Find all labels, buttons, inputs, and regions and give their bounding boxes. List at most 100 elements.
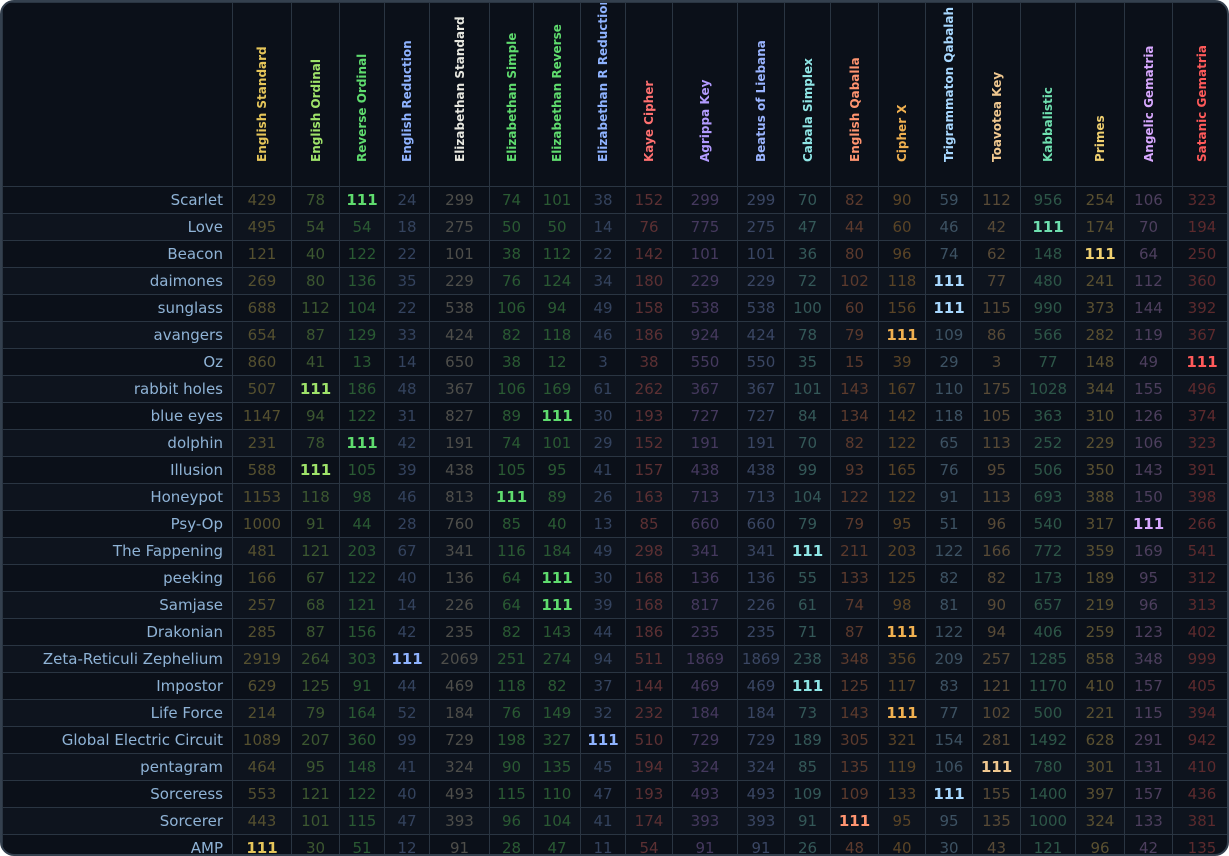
cipher-value-cell[interactable]: 15 — [830, 348, 879, 376]
cipher-value-cell[interactable]: 1285 — [1020, 645, 1076, 673]
cipher-value-cell[interactable]: 760 — [429, 510, 490, 538]
cipher-value-cell[interactable]: 392 — [1172, 294, 1227, 322]
cipher-value-cell[interactable]: 148 — [339, 753, 385, 781]
cipher-value-cell[interactable]: 32 — [580, 699, 626, 727]
cipher-value-cell[interactable]: 64 — [489, 591, 534, 619]
cipher-value-cell[interactable]: 118 — [291, 483, 340, 511]
cipher-value-cell[interactable]: 469 — [737, 672, 785, 700]
cipher-value-cell[interactable]: 817 — [672, 591, 738, 619]
cipher-value-cell[interactable]: 54 — [339, 213, 385, 241]
cipher-value-cell[interactable]: 301 — [1075, 753, 1125, 781]
cipher-value-cell[interactable]: 541 — [1172, 537, 1227, 565]
cipher-value-cell[interactable]: 84 — [784, 402, 831, 430]
cipher-value-cell[interactable]: 1000 — [232, 510, 292, 538]
cipher-value-cell[interactable]: 38 — [625, 348, 673, 376]
cipher-value-cell[interactable]: 111 — [533, 402, 581, 430]
cipher-value-cell[interactable]: 64 — [1124, 240, 1173, 268]
cipher-value-cell[interactable]: 113 — [972, 429, 1021, 457]
cipher-value-cell[interactable]: 226 — [429, 591, 490, 619]
table-row[interactable]: sunglass 688 112 104 22 538 106 94 49 158 538 538 10… — [2, 294, 1227, 322]
cipher-value-cell[interactable]: 1153 — [232, 483, 292, 511]
cipher-value-cell[interactable]: 493 — [672, 780, 738, 808]
cipher-value-cell[interactable]: 40 — [384, 564, 430, 592]
cipher-value-cell[interactable]: 96 — [1124, 591, 1173, 619]
cipher-value-cell[interactable]: 203 — [339, 537, 385, 565]
cipher-value-cell[interactable]: 775 — [672, 213, 738, 241]
cipher-value-cell[interactable]: 94 — [580, 645, 626, 673]
cipher-value-cell[interactable]: 191 — [737, 429, 785, 457]
cipher-value-cell[interactable]: 115 — [339, 807, 385, 835]
cipher-value-cell[interactable]: 106 — [1124, 186, 1173, 214]
cipher-value-cell[interactable]: 47 — [580, 780, 626, 808]
column-header[interactable]: Cabala Simplex — [784, 2, 831, 187]
cipher-value-cell[interactable]: 367 — [672, 375, 738, 403]
cipher-value-cell[interactable]: 813 — [429, 483, 490, 511]
cipher-value-cell[interactable]: 410 — [1172, 753, 1227, 781]
cipher-value-cell[interactable]: 26 — [580, 483, 626, 511]
cipher-value-cell[interactable]: 713 — [737, 483, 785, 511]
cipher-value-cell[interactable]: 163 — [625, 483, 673, 511]
cipher-value-cell[interactable]: 12 — [384, 834, 430, 854]
cipher-value-cell[interactable]: 73 — [784, 699, 831, 727]
cipher-value-cell[interactable]: 100 — [784, 294, 831, 322]
cipher-value-cell[interactable]: 14 — [384, 591, 430, 619]
cipher-value-cell[interactable]: 109 — [830, 780, 879, 808]
cipher-value-cell[interactable]: 44 — [580, 618, 626, 646]
cipher-value-cell[interactable]: 111 — [878, 618, 926, 646]
cipher-value-cell[interactable]: 95 — [1124, 564, 1173, 592]
cipher-value-cell[interactable]: 363 — [1020, 402, 1076, 430]
cipher-value-cell[interactable]: 78 — [291, 429, 340, 457]
table-row[interactable]: Psy-Op 1000 91 44 28 760 85 40 13 85 660 660 79 79 95 5… — [2, 510, 1227, 538]
cipher-value-cell[interactable]: 54 — [625, 834, 673, 854]
cipher-value-cell[interactable]: 91 — [672, 834, 738, 854]
cipher-value-cell[interactable]: 207 — [291, 726, 340, 754]
cipher-value-cell[interactable]: 660 — [672, 510, 738, 538]
cipher-value-cell[interactable]: 111 — [925, 267, 973, 295]
cipher-value-cell[interactable]: 191 — [672, 429, 738, 457]
cipher-value-cell[interactable]: 30 — [580, 564, 626, 592]
cipher-value-cell[interactable]: 22 — [384, 294, 430, 322]
cipher-value-cell[interactable]: 79 — [830, 510, 879, 538]
cipher-value-cell[interactable]: 143 — [830, 375, 879, 403]
cipher-value-cell[interactable]: 105 — [339, 456, 385, 484]
cipher-value-cell[interactable]: 82 — [830, 186, 879, 214]
cipher-value-cell[interactable]: 566 — [1020, 321, 1076, 349]
table-row[interactable]: Impostor 629 125 91 44 469 118 82 37 144 469 469 111… — [2, 672, 1227, 700]
cipher-value-cell[interactable]: 126 — [1124, 402, 1173, 430]
cipher-value-cell[interactable]: 266 — [1172, 510, 1227, 538]
cipher-value-cell[interactable]: 116 — [489, 537, 534, 565]
column-header[interactable]: Elizabethan Simple — [489, 2, 534, 187]
cipher-value-cell[interactable]: 106 — [925, 753, 973, 781]
cipher-value-cell[interactable]: 102 — [830, 267, 879, 295]
cipher-value-cell[interactable]: 269 — [232, 267, 292, 295]
cipher-value-cell[interactable]: 135 — [533, 753, 581, 781]
cipher-value-cell[interactable]: 45 — [580, 753, 626, 781]
cipher-value-cell[interactable]: 193 — [625, 780, 673, 808]
cipher-value-cell[interactable]: 772 — [1020, 537, 1076, 565]
cipher-value-cell[interactable]: 493 — [737, 780, 785, 808]
cipher-value-cell[interactable]: 121 — [232, 240, 292, 268]
cipher-value-cell[interactable]: 285 — [232, 618, 292, 646]
cipher-value-cell[interactable]: 189 — [784, 726, 831, 754]
cipher-value-cell[interactable]: 74 — [925, 240, 973, 268]
table-row[interactable]: daimones 269 80 136 35 229 76 124 34 180 229 229 72 1… — [2, 267, 1227, 295]
table-row[interactable]: Sorcerer 443 101 115 47 393 96 104 41 174 393 393 91… — [2, 807, 1227, 835]
column-header[interactable]: English Qaballa — [830, 2, 879, 187]
cipher-value-cell[interactable]: 924 — [672, 321, 738, 349]
table-row[interactable]: rabbit holes 507 111 186 48 367 106 169 61 262 367… — [2, 375, 1227, 403]
cipher-value-cell[interactable]: 50 — [533, 213, 581, 241]
table-row[interactable]: Illusion 588 111 105 39 438 105 95 41 157 438 438 99… — [2, 456, 1227, 484]
cipher-value-cell[interactable]: 74 — [830, 591, 879, 619]
cipher-value-cell[interactable]: 189 — [1075, 564, 1125, 592]
cipher-value-cell[interactable]: 90 — [878, 186, 926, 214]
table-row[interactable]: Beacon 121 40 122 22 101 38 112 22 142 101 101 36 80 9… — [2, 240, 1227, 268]
cipher-value-cell[interactable]: 438 — [737, 456, 785, 484]
cipher-value-cell[interactable]: 149 — [533, 699, 581, 727]
cipher-value-cell[interactable]: 101 — [533, 429, 581, 457]
cipher-value-cell[interactable]: 30 — [291, 834, 340, 854]
cipher-value-cell[interactable]: 74 — [489, 186, 534, 214]
table-row[interactable]: Sorceress 553 121 122 40 493 115 110 47 193 493 493… — [2, 780, 1227, 808]
cipher-value-cell[interactable]: 111 — [830, 807, 879, 835]
cipher-value-cell[interactable]: 229 — [737, 267, 785, 295]
cipher-value-cell[interactable]: 538 — [672, 294, 738, 322]
